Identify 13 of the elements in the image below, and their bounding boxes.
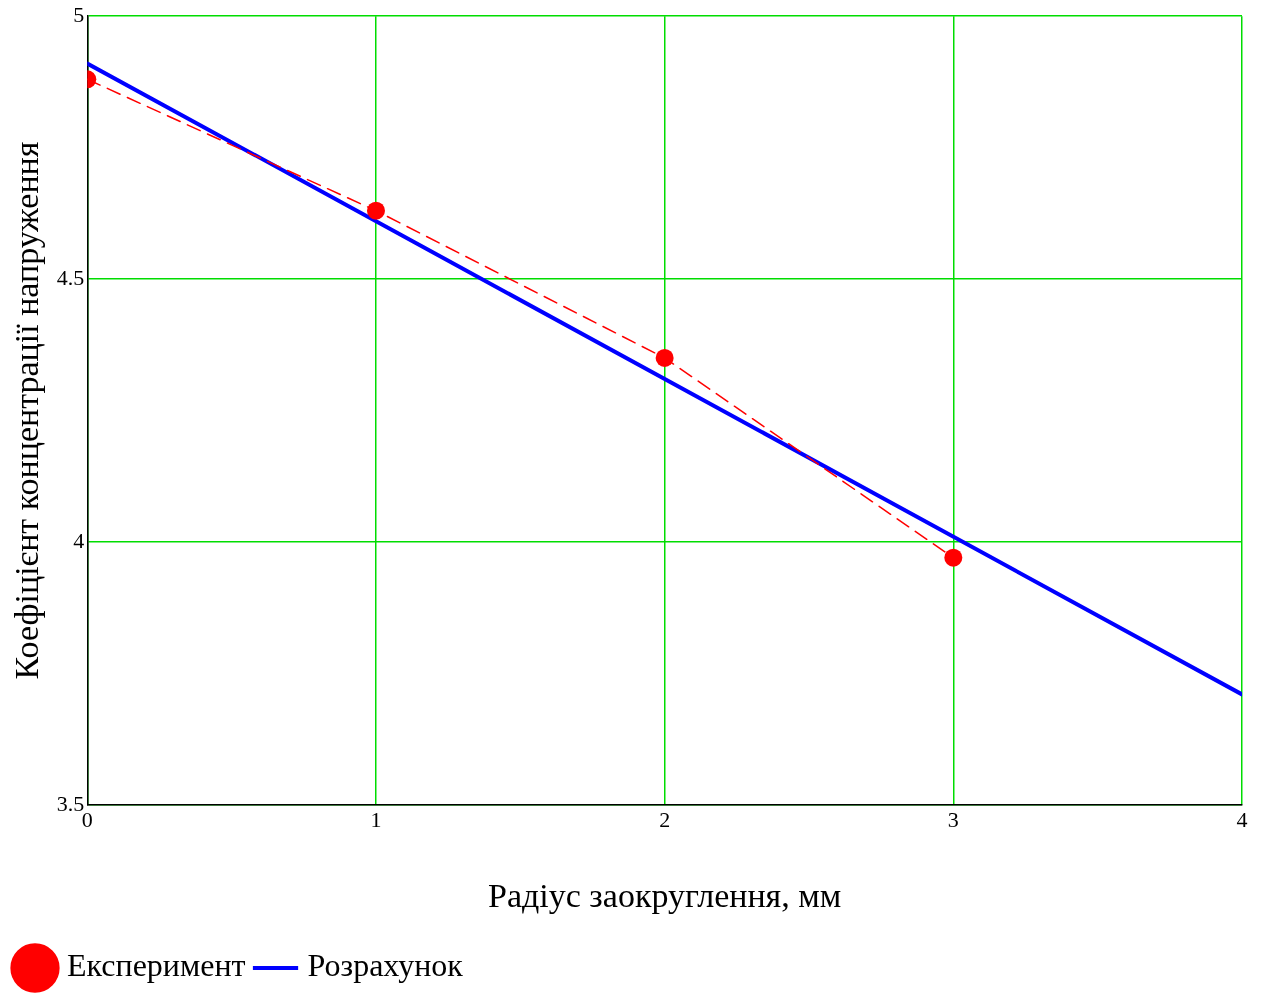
x-tick-label: 1 [370,806,382,832]
x-axis-title: Радіус заокруглення, мм [488,876,842,914]
point [655,348,674,367]
x-tick-label: 3 [947,806,959,832]
point [944,548,963,567]
y-tick-label: 5 [73,1,85,27]
y-tick-label: 4 [73,527,85,553]
x-tick-label: 4 [1236,806,1248,832]
legend-label: Розрахунок [307,947,464,984]
legend-label: Експеримент [67,947,246,984]
y-axis-title: Коефіцієнт концентрації напруження [8,141,46,680]
y-tick-label: 4.5 [56,264,85,290]
x-tick-label: 2 [659,806,671,832]
